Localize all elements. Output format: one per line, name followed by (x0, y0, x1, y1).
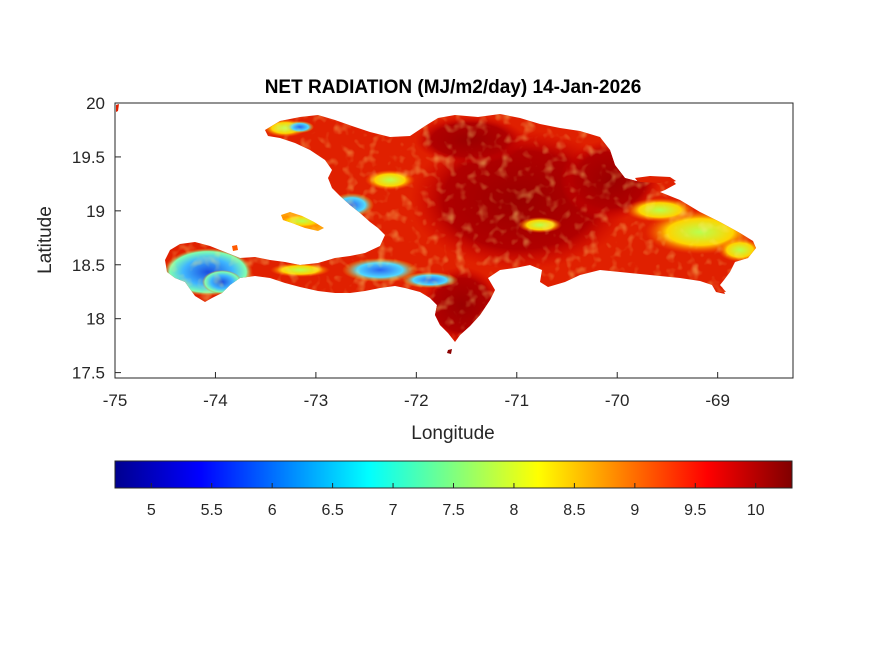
colorbar-tick-label: 10 (747, 502, 765, 519)
x-tick-label: -74 (203, 391, 228, 410)
colorbar-tick-label: 5.5 (201, 502, 223, 519)
colorbar-ticks: 5 5.5 6 6.5 7 7.5 8 8.5 9 9.5 10 (147, 483, 765, 519)
x-tick-label: -72 (404, 391, 429, 410)
colorbar-tick-label: 9 (630, 502, 639, 519)
y-axis-ticks: 17.5 18 18.5 19 19.5 20 (72, 94, 121, 383)
x-tick-label: -70 (605, 391, 630, 410)
colorbar-tick-label: 5 (147, 502, 156, 519)
colorbar-tick-label: 6.5 (321, 502, 343, 519)
colorbar-tick-label: 7.5 (442, 502, 464, 519)
colorbar-tick-label: 8 (509, 502, 518, 519)
colorbar-tick-label: 6 (268, 502, 277, 519)
x-axis-label: Longitude (411, 423, 494, 444)
y-tick-label: 18 (86, 310, 105, 329)
y-tick-label: 20 (86, 94, 105, 113)
corner-speck (116, 104, 119, 112)
colorbar-tick-label: 7 (389, 502, 398, 519)
x-tick-label: -75 (103, 391, 128, 410)
y-axis-label: Latitude (35, 206, 56, 274)
y-tick-label: 18.5 (72, 256, 105, 275)
small-cay (232, 245, 238, 251)
chart-title: NET RADIATION (MJ/m2/day) 14-Jan-2026 (265, 77, 642, 98)
colorbar-tick-label: 8.5 (563, 502, 585, 519)
y-tick-label: 19.5 (72, 148, 105, 167)
y-tick-label: 19 (86, 202, 105, 221)
beata-island (447, 349, 452, 354)
x-tick-label: -73 (304, 391, 329, 410)
colorbar-tick-label: 9.5 (684, 502, 706, 519)
y-tick-label: 17.5 (72, 364, 105, 383)
x-tick-label: -71 (504, 391, 529, 410)
x-axis-ticks: -75 -74 -73 -72 -71 -70 -69 (103, 372, 730, 410)
x-tick-label: -69 (705, 391, 730, 410)
